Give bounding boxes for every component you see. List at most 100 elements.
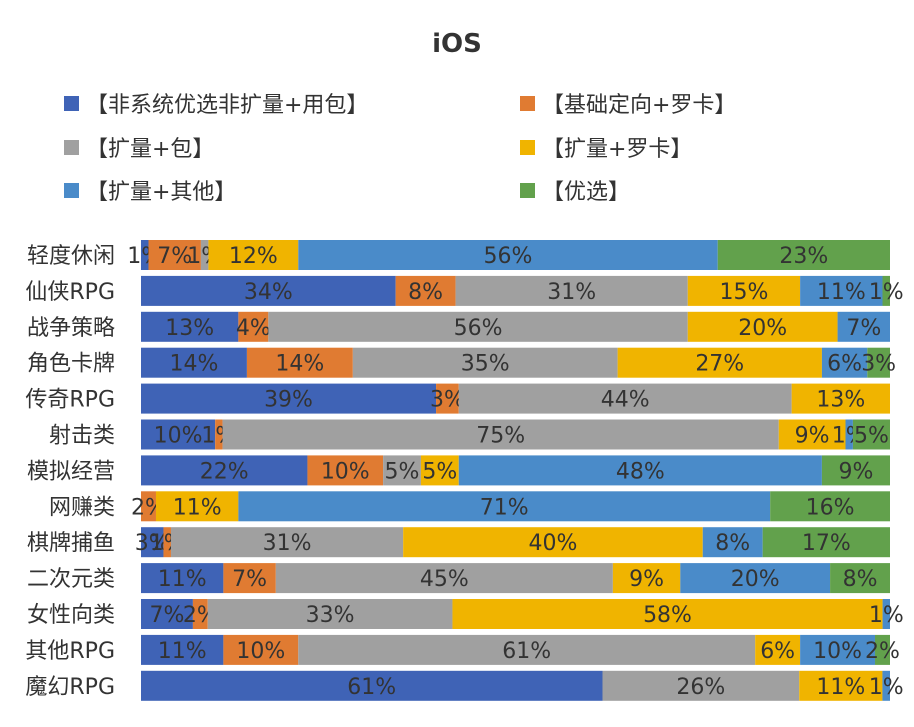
data-label-7-3: 11% — [173, 495, 222, 520]
bar-2-4 — [837, 311, 890, 342]
bar-6-5 — [821, 455, 890, 486]
bar-9-3 — [612, 563, 681, 594]
data-label-6-4: 48% — [616, 459, 665, 484]
category-label-11: 其他RPG — [25, 639, 115, 664]
bar-5-5 — [852, 419, 890, 450]
bar-0-1 — [148, 240, 201, 270]
category-label-12: 魔幻RPG — [25, 675, 115, 700]
chart-title: iOS — [432, 29, 482, 59]
bar-5-1 — [215, 419, 223, 450]
data-label-11-4: 10% — [813, 639, 862, 664]
data-label-8-2: 31% — [263, 531, 312, 556]
plot-area: 1%7%1% 12% 56% 23%34% 8% 31% 15% 11% 1%13% 4% 56% 2… — [127, 240, 904, 701]
bar-8-3 — [403, 527, 703, 558]
legend-swatch-4 — [64, 183, 79, 198]
bar-10-2 — [207, 599, 453, 629]
data-label-2-1: 4% — [236, 316, 271, 341]
bar-8-5 — [762, 527, 890, 558]
bar-7-4 — [238, 491, 771, 522]
data-label-2-2: 56% — [454, 316, 503, 341]
category-label-2: 战争策略 — [27, 316, 115, 341]
bar-11-4 — [800, 634, 876, 665]
data-label-3-4: 6% — [827, 352, 862, 377]
bar-1-4 — [800, 275, 883, 306]
bar-3-4 — [821, 347, 868, 378]
data-label-1-4: 11% — [817, 280, 866, 305]
bar-1-1 — [395, 275, 456, 306]
bar-0-4 — [298, 240, 718, 270]
data-label-8-3: 40% — [528, 531, 577, 556]
data-label-3-5: 3% — [861, 352, 896, 377]
data-label-7-5: 16% — [806, 495, 855, 520]
data-label-1-0: 34% — [244, 280, 293, 305]
data-label-3-0: 14% — [170, 352, 219, 377]
data-label-2-3: 20% — [738, 316, 787, 341]
bar-0-5 — [717, 240, 890, 270]
data-label-5-3: 9% — [795, 424, 830, 449]
bar-6-4 — [458, 455, 822, 486]
bar-6-0 — [141, 455, 308, 486]
bar-5-2 — [222, 419, 779, 450]
data-label-3-3: 27% — [695, 352, 744, 377]
bar-5-0 — [141, 419, 216, 450]
category-label-6: 模拟经营 — [27, 459, 115, 484]
bar-10-1 — [192, 599, 208, 629]
bar-3-5 — [867, 347, 890, 378]
data-label-6-2: 5% — [385, 459, 420, 484]
bar-2-1 — [238, 311, 269, 342]
category-label-7: 网赚类 — [49, 495, 115, 520]
data-label-9-2: 45% — [420, 567, 469, 592]
bar-11-3 — [755, 634, 801, 665]
bar-10-4 — [882, 599, 890, 629]
data-label-11-2: 61% — [502, 639, 551, 664]
data-label-5-2: 75% — [476, 424, 525, 449]
bar-8-4 — [702, 527, 763, 558]
data-label-12-0: 61% — [347, 675, 396, 700]
bar-5-3 — [778, 419, 846, 450]
bar-3-0 — [141, 347, 247, 378]
legend-label-4: 【扩量+其他】 — [86, 180, 236, 205]
data-label-9-5: 8% — [843, 567, 878, 592]
bar-6-2 — [383, 455, 421, 486]
data-label-8-4: 8% — [715, 531, 750, 556]
data-label-3-1: 14% — [275, 352, 324, 377]
bar-3-3 — [617, 347, 822, 378]
data-label-6-3: 5% — [422, 459, 457, 484]
bar-4-1 — [436, 383, 459, 414]
bar-1-0 — [141, 275, 396, 306]
data-label-1-2: 31% — [547, 280, 596, 305]
data-label-10-2: 33% — [306, 603, 355, 628]
data-label-6-0: 22% — [200, 459, 249, 484]
bar-8-1 — [163, 527, 171, 558]
legend-swatch-2 — [64, 140, 79, 155]
bar-6-3 — [420, 455, 459, 486]
data-label-11-3: 6% — [760, 639, 795, 664]
bar-3-1 — [246, 347, 353, 378]
legend-label-2: 【扩量+包】 — [86, 137, 214, 162]
data-label-11-5: 2% — [865, 639, 900, 664]
bar-2-2 — [268, 311, 688, 342]
bar-1-2 — [455, 275, 688, 306]
category-label-5: 射击类 — [49, 424, 115, 449]
category-label-0: 轻度休闲 — [27, 244, 115, 269]
bar-11-0 — [141, 634, 224, 665]
data-label-10-4: 1% — [869, 603, 904, 628]
data-label-12-2: 26% — [676, 675, 725, 700]
bar-12-0 — [141, 670, 603, 701]
bar-2-3 — [687, 311, 838, 342]
legend-label-0: 【非系统优选非扩量+用包】 — [86, 93, 368, 118]
data-label-6-1: 10% — [321, 459, 370, 484]
legend-swatch-5 — [520, 183, 535, 198]
data-label-1-1: 8% — [408, 280, 443, 305]
bar-9-4 — [680, 563, 831, 594]
bar-0-2 — [200, 240, 209, 270]
bar-9-0 — [141, 563, 224, 594]
bar-8-0 — [141, 527, 164, 558]
bar-4-3 — [791, 383, 890, 414]
bar-5-4 — [845, 419, 853, 450]
bar-4-2 — [458, 383, 792, 414]
data-label-3-2: 35% — [461, 352, 510, 377]
data-label-0-1: 7% — [157, 244, 192, 269]
